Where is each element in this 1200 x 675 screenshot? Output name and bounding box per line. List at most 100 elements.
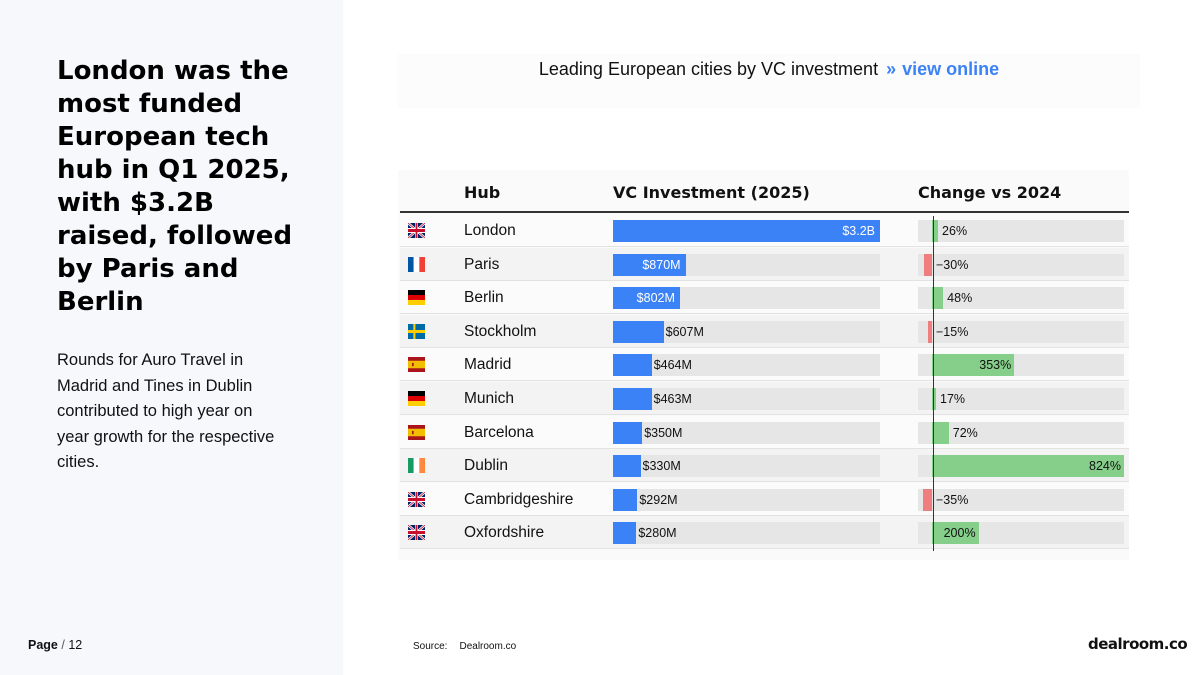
hub-name: Stockholm [464,322,537,340]
uk-flag-icon [407,221,426,240]
france-flag-icon [408,256,425,272]
chart-header: Leading European cities by VC investment… [398,54,1140,108]
change-bar [932,220,939,242]
change-track [918,388,1124,410]
hub-name: Cambridgeshire [464,490,574,508]
investment-label: $330M [642,459,681,474]
germany-flag-icon [408,391,425,406]
change-label: 72% [952,425,978,440]
headline: London was the most funded European tech… [57,56,293,317]
row-divider [400,481,1129,483]
change-bar [932,388,936,410]
investment-bar [613,287,680,310]
left-panel [0,0,343,675]
hub-name: Oxfordshire [464,524,545,542]
investment-label: $292M [639,492,678,507]
sweden-flag-icon [408,323,425,339]
table-row: London $3.2B 26% [400,214,1129,247]
investment-label: $607M [665,324,704,339]
investment-label: $3.2B [842,224,875,238]
investment-label: $350M [644,425,683,440]
change-label: 17% [940,392,966,406]
change-track [918,488,1124,511]
row-divider [400,548,1129,550]
table-row: Madrid $464M 353% [400,348,1129,382]
hub-name: London [464,222,516,239]
change-bar [932,421,949,444]
dealroom-logo[interactable]: dealroom.co [1088,635,1188,653]
change-label: 48% [947,291,973,306]
change-label: 824% [1089,459,1121,474]
double-chevron-icon: » [886,59,897,79]
table-row: Oxfordshire $280M 200% [400,516,1129,550]
table-row: Stockholm $607M −15% [400,314,1129,348]
investment-track [613,354,880,377]
row-divider [400,380,1129,382]
table-row: Paris $870M −30% [400,247,1129,281]
source-value: Dealroom.co [459,641,517,652]
table-row: Dublin $330M 824% [400,449,1129,483]
change-bar [932,522,979,545]
investment-bar [613,388,652,410]
uk-flag-icon [407,524,426,542]
investment-track [613,488,880,511]
change-label: 200% [943,526,976,541]
spain-flag-icon [408,357,425,373]
ireland-flag-icon [408,458,425,474]
view-online-link[interactable]: view online [902,59,1000,79]
row-divider [400,246,1129,247]
hub-name: Dublin [464,457,508,475]
investment-track [613,522,880,545]
hub-name: Paris [464,255,500,273]
table-row: Cambridgeshire $292M −35% [400,482,1129,516]
change-track [918,287,1124,310]
row-divider [400,279,1129,281]
change-label: −30% [936,257,969,272]
change-bar [923,253,932,276]
change-bar [932,354,1015,377]
change-label: 353% [979,358,1012,373]
change-label: −15% [936,324,969,339]
investment-label: $802M [636,291,675,306]
investment-bar [613,488,638,511]
row-divider [400,414,1129,415]
source-label: Source: [413,641,448,652]
investment-track [613,455,880,478]
page-indicator: Page / 12 [28,638,82,652]
page-total: 12 [68,638,83,652]
change-bar [927,320,932,343]
investment-track [613,421,880,444]
investment-label: $463M [653,392,692,406]
hub-name: Barcelona [464,423,534,441]
investment-track [613,388,880,410]
body-text: Rounds for Auro Travel in Madrid and Tin… [57,351,275,471]
change-label: 26% [942,224,968,238]
column-header-investment: VC Investment (2025) [613,183,810,202]
source-note: Source: Dealroom.co [413,641,516,652]
row-divider [400,346,1129,348]
investment-bar [613,220,880,242]
row-divider [400,447,1129,449]
header-divider [400,211,1129,213]
table-row: Barcelona $350M 72% [400,415,1129,449]
change-bar [932,455,1124,478]
investment-bar [613,522,637,545]
page-label: Page [28,638,58,652]
investment-bar [613,253,686,276]
row-divider [400,313,1129,315]
change-track [918,253,1124,276]
investment-label: $280M [638,526,677,541]
change-track [918,320,1124,343]
table-row: Munich $463M 17% [400,382,1129,415]
page-separator: / [61,638,65,652]
chart-title: Leading European cities by VC investment [538,59,879,79]
investment-bar [613,354,652,377]
germany-flag-icon [408,290,425,306]
hub-name: Madrid [464,356,512,374]
change-bar [932,287,944,310]
investment-label: $464M [653,358,692,373]
uk-flag-icon [407,490,426,509]
investment-label: $870M [642,257,681,272]
row-divider [400,514,1129,516]
column-header-change: Change vs 2024 [918,183,1062,202]
